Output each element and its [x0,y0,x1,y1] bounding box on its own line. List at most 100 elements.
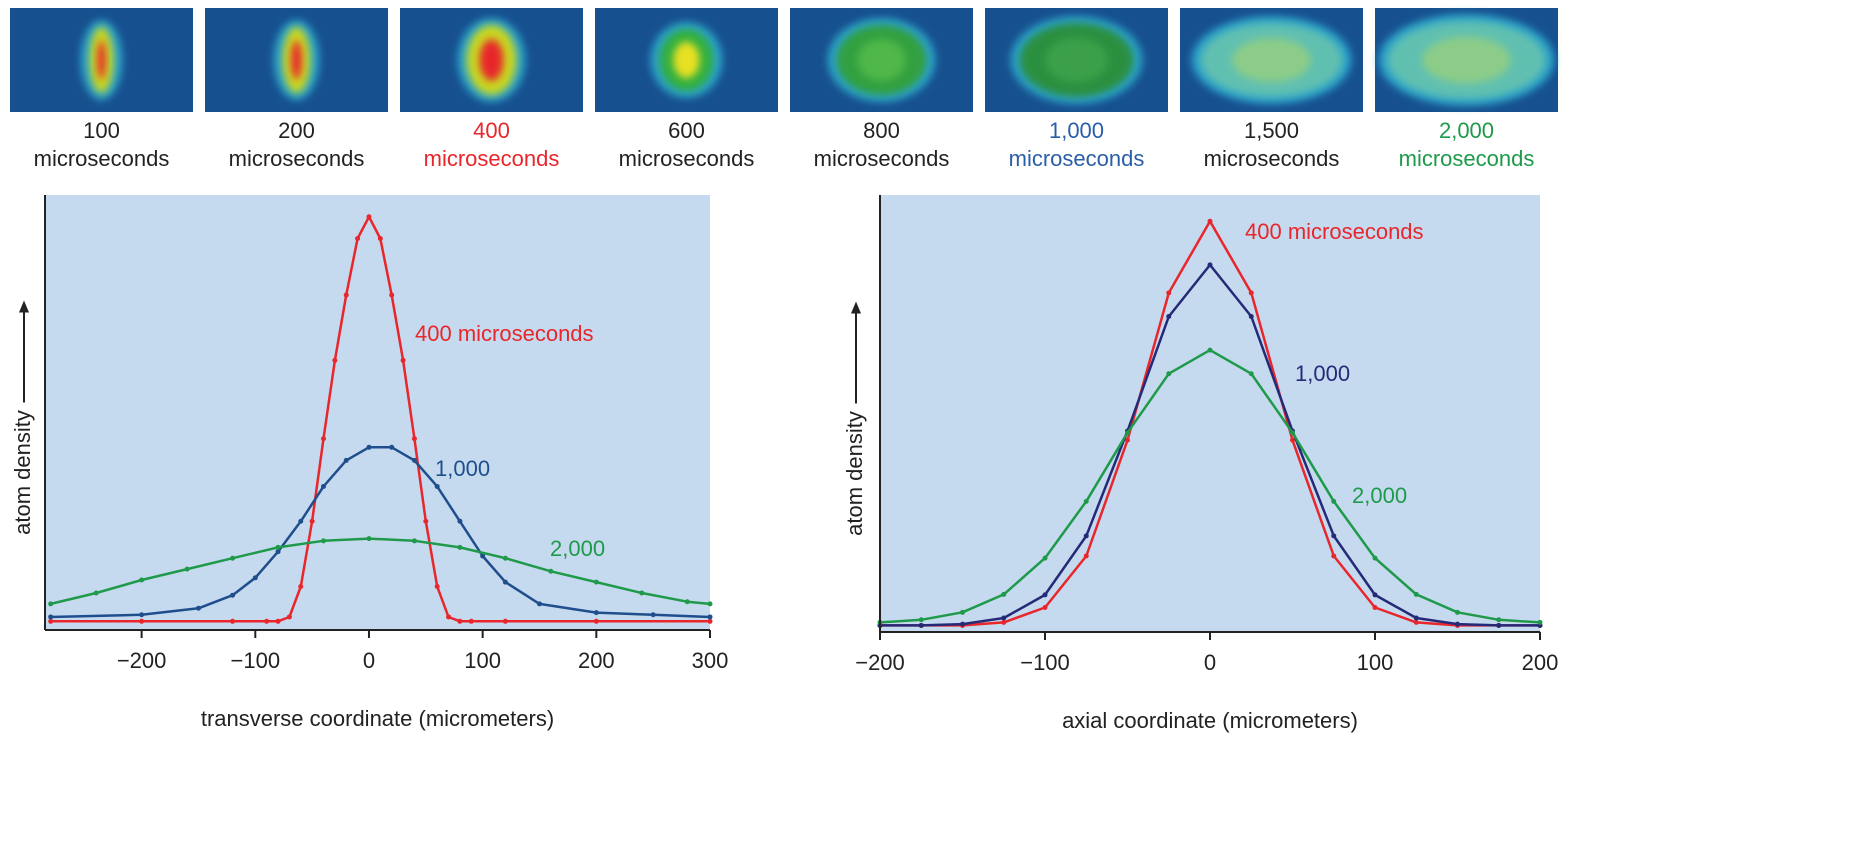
data-point [275,549,281,555]
data-point [593,610,599,616]
data-point [139,612,145,618]
data-point [1413,619,1419,625]
data-point [275,544,281,550]
data-point [1166,290,1172,296]
data-point [446,614,452,620]
data-point [1290,437,1295,443]
data-point [1331,553,1337,559]
data-point [389,444,395,450]
series-label: 400 microseconds [415,321,594,346]
data-point [457,518,463,524]
data-point [1413,591,1419,597]
snapshot [1180,8,1363,112]
data-point [960,609,965,615]
snapshot-unit: microseconds [1204,146,1340,171]
data-point [480,553,486,559]
data-point [1372,555,1378,561]
data-point [960,621,965,627]
data-point [639,590,645,596]
x-axis-label: transverse coordinate (micrometers) [201,706,554,731]
data-point [1207,218,1213,224]
data-point [1125,430,1130,436]
snapshot-time: 1,500 [1244,118,1299,143]
data-point [650,612,656,618]
series-line [50,537,711,606]
snapshot-time: 600 [668,118,705,143]
x-tick-label: −100 [1020,650,1070,675]
data-point [536,601,542,607]
series-line [50,446,711,619]
data-point [366,536,372,542]
data-point [377,236,383,241]
data-point [1042,592,1048,598]
plot-area [45,195,710,630]
x-tick-label: 300 [692,648,729,673]
x-tick-label: 200 [578,648,615,673]
data-point [457,544,463,550]
data-point [230,592,236,598]
data-point [1042,555,1048,561]
y-axis-arrowhead [19,300,29,313]
y-axis-label: atom density [842,411,867,536]
data-point [366,214,372,220]
data-point [1248,371,1254,377]
data-point [298,584,304,589]
snapshot [10,8,193,112]
data-point [1331,533,1337,539]
data-point [230,618,236,624]
data-point [343,457,349,463]
snapshot-time: 800 [863,118,900,143]
data-point [502,555,508,561]
data-point [389,292,395,298]
data-point [264,618,270,624]
data-point [684,599,690,605]
data-point [1496,617,1502,623]
data-point [423,518,429,524]
series-label: 1,000 [1295,361,1350,386]
series-label: 2,000 [550,536,605,561]
data-point [1207,347,1213,353]
snapshot-time: 2,000 [1439,118,1494,143]
data-point [1166,313,1172,319]
cloud-core [479,39,504,81]
series-label: 2,000 [1352,483,1407,508]
snapshot-unit: microseconds [1009,146,1145,171]
data-point [366,444,372,450]
x-tick-label: 100 [1357,650,1394,675]
data-point [502,618,508,624]
data-point [298,518,304,524]
data-point [548,568,554,574]
data-point [411,538,417,544]
x-axis-label: axial coordinate (micrometers) [1062,708,1358,733]
data-point [1372,605,1378,611]
snapshot-unit: microseconds [1399,146,1535,171]
data-point [918,617,924,623]
x-tick-label: 100 [464,648,501,673]
data-point [1413,615,1419,621]
data-point [593,579,599,585]
data-point [1248,313,1254,319]
snapshot-unit: microseconds [619,146,755,171]
data-point [139,577,145,583]
x-tick-label: −200 [117,648,167,673]
data-point [1207,262,1213,268]
cloud-core [673,41,700,79]
data-point [1083,533,1089,539]
snapshot-time: 100 [83,118,120,143]
data-point [457,618,463,624]
data-point [1001,619,1007,625]
data-point [48,601,54,607]
data-point [434,584,440,589]
data-point [400,357,406,363]
data-point [502,579,508,585]
snapshot [205,8,388,112]
snapshot-unit: microseconds [229,146,365,171]
data-point [332,357,338,363]
data-point [1331,498,1337,504]
data-point [309,518,315,524]
data-point [1001,615,1007,621]
data-point [1248,290,1254,296]
y-axis-label: atom density [10,410,35,535]
data-point [230,555,236,561]
